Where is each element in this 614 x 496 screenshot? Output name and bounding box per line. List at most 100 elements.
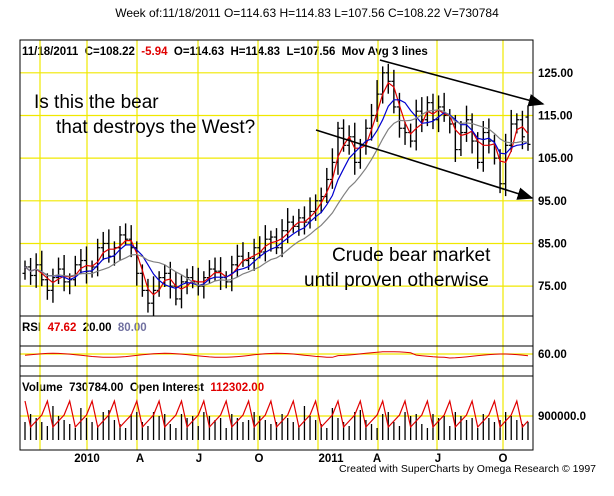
volume-label: Volume [22, 382, 63, 394]
footer-credit: Created with SuperCharts by Omega Resear… [339, 463, 596, 475]
header-study: Mov Avg 3 lines [341, 46, 428, 58]
price-bar [151, 276, 157, 316]
price-bar [413, 99, 419, 151]
ma-mid-line [24, 99, 529, 289]
price-bar [290, 215, 296, 233]
price-bar [385, 63, 391, 94]
x-tick-label: O [255, 453, 264, 465]
upper-trend-line [379, 59, 545, 107]
price-bar [156, 271, 162, 297]
rsi-header: RSI 47.62 20.00 80.00 [22, 322, 147, 334]
x-tick-label: O [499, 453, 508, 465]
price-bar [123, 223, 129, 246]
price-bar [469, 113, 475, 154]
price-bar [369, 103, 375, 141]
y-tick-label: 95.00 [538, 196, 567, 208]
price-bar [408, 123, 414, 148]
annotation-top-line2: that destroys the West? [56, 117, 256, 138]
price-bar [22, 260, 28, 280]
price-bar [234, 244, 240, 278]
price-bar [324, 167, 330, 203]
x-tick-label: A [373, 453, 381, 465]
price-bar [335, 121, 341, 175]
price-bar [268, 230, 274, 252]
price-bar [430, 93, 436, 130]
header-date: 11/18/2011 [22, 46, 79, 58]
price-bar [184, 268, 190, 295]
y-tick-label: 125.00 [538, 68, 573, 80]
rsi-value: 47.62 [47, 322, 77, 334]
price-bar [50, 268, 56, 303]
price-bar [503, 133, 509, 197]
x-tick-label: 2011 [319, 453, 345, 465]
y-tick-label: 75.00 [538, 281, 567, 293]
price-bar [486, 118, 492, 154]
rsi-label: RSI [22, 322, 42, 334]
rsi-line [24, 351, 529, 359]
annotation-top: Is this the bear that destroys the West? [34, 90, 255, 140]
price-bar [72, 255, 78, 287]
volume-tick-label: 900000.0 [538, 411, 586, 423]
price-bar [464, 105, 470, 142]
annotation-top-line1: Is this the bear [34, 92, 159, 113]
rsi-upper: 80.00 [117, 322, 147, 334]
x-tick-label: J [196, 453, 202, 465]
price-bar [285, 208, 291, 244]
price-bar [178, 275, 184, 309]
price-bar [363, 119, 369, 155]
price-bar [436, 95, 442, 133]
header-open: O=114.63 [173, 46, 225, 58]
rsi-lower: 20.00 [82, 322, 112, 334]
price-bar [39, 250, 45, 287]
price-bar [162, 264, 168, 287]
oi-value: 112302.00 [210, 382, 265, 394]
y-axis-labels: 75.00 85.00 95.00 105.00 115.00 125.00 60.00 90… [538, 68, 586, 423]
ma-fast-line [24, 81, 529, 296]
volume-pane [24, 398, 529, 440]
price-bar [100, 231, 106, 261]
trend-lines [315, 59, 545, 200]
price-bar [341, 119, 347, 152]
price-bar [78, 249, 84, 275]
annotation-mid-line2: until proven otherwise [304, 270, 489, 291]
header-change: -5.94 [141, 46, 168, 58]
pane-borders [19, 39, 534, 451]
x-tick-label: J [435, 453, 441, 465]
volume-value: 730784.00 [69, 382, 124, 394]
y-tick-label: 85.00 [538, 238, 567, 250]
rsi-pane [20, 345, 533, 367]
y-tick-label: 115.00 [538, 110, 573, 122]
header-low: L=107.56 [286, 46, 336, 58]
price-bar [251, 238, 257, 271]
annotation-mid-line1: Crude bear market [332, 245, 491, 266]
ma-slow-line [24, 109, 529, 287]
price-bar [318, 187, 324, 214]
oi-label: Open Interest [129, 382, 204, 394]
price-bar [402, 121, 408, 145]
header-close: C=108.22 [84, 46, 135, 58]
header-high: H=114.83 [230, 46, 281, 58]
price-bar [519, 110, 525, 150]
x-tick-label: A [136, 453, 144, 465]
price-bar [190, 266, 196, 289]
lower-trend-line [315, 129, 534, 200]
price-bar [458, 121, 464, 156]
x-axis-labels: 2010 A J O 2011 A J O [74, 453, 507, 465]
price-bar [480, 121, 486, 172]
price-bar [525, 105, 531, 151]
y-tick-label: 105.00 [538, 153, 573, 165]
price-bar [61, 254, 67, 292]
grid [20, 40, 533, 450]
volume-header: Volume 730784.00 Open Interest 112302.00 [22, 382, 264, 394]
window-title: Week of:11/18/2011 O=114.63 H=114.83 L=1… [115, 6, 499, 20]
price-bar [33, 253, 39, 288]
moving-averages [24, 81, 529, 296]
open-interest-line [24, 398, 529, 429]
rsi-tick-label: 60.00 [538, 349, 567, 361]
price-bar [391, 69, 397, 114]
x-tick-label: 2010 [74, 453, 100, 465]
price-bar [441, 92, 447, 122]
price-header: 11/18/2011 C=108.22 -5.94 O=114.63 H=114… [22, 46, 428, 58]
